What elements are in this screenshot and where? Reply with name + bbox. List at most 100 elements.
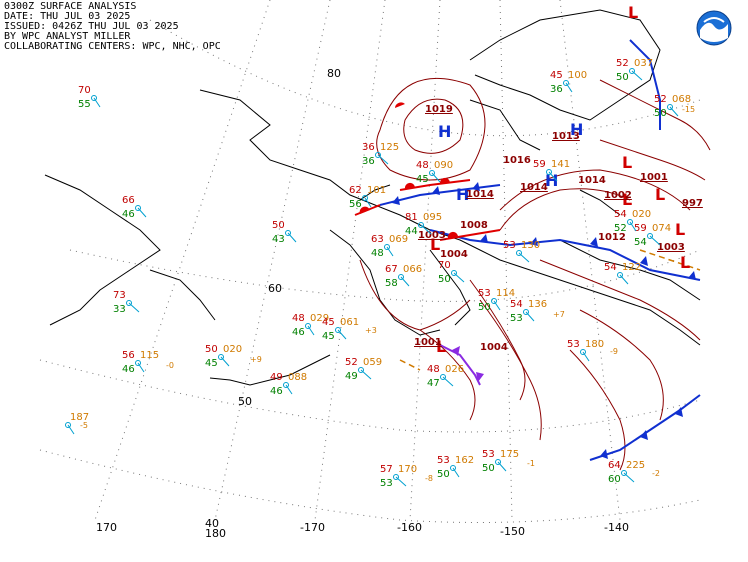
wind-barb bbox=[93, 97, 101, 108]
station-circle bbox=[375, 152, 381, 158]
station-model: 62 56 101 bbox=[349, 185, 386, 210]
dewpoint: 48 bbox=[371, 248, 384, 259]
station-model: 57 53 170 bbox=[380, 464, 417, 489]
temperature: 63 bbox=[371, 234, 384, 245]
tendency: -8 bbox=[425, 474, 433, 483]
pressure-reading: 162 bbox=[455, 455, 474, 466]
pressure-reading: 136 bbox=[528, 299, 547, 310]
lon-label: 180 bbox=[205, 527, 226, 540]
wind-barb bbox=[453, 272, 465, 283]
low-value: 1003 bbox=[657, 242, 685, 253]
header-line-5: COLLABORATING CENTERS: WPC, NHC, OPC bbox=[4, 41, 221, 52]
low-symbol: L bbox=[622, 153, 632, 172]
dewpoint: 45 bbox=[205, 358, 218, 369]
high-value: 1014 bbox=[466, 189, 494, 200]
wind-barb bbox=[629, 221, 637, 232]
pressure-reading: 061 bbox=[340, 317, 359, 328]
occluded-front-marks bbox=[452, 346, 484, 382]
isobars bbox=[359, 77, 711, 471]
pressure-centers: H 1019 H 1014 H 1013 H 1014 L 1003 L 100… bbox=[414, 3, 703, 356]
station-circle bbox=[516, 250, 522, 256]
temperature: 67 bbox=[385, 264, 398, 275]
wind-barb bbox=[400, 276, 410, 287]
station-model: 50 45 020 bbox=[205, 344, 242, 369]
station-circle bbox=[491, 298, 497, 304]
dewpoint: 53 bbox=[510, 313, 523, 324]
station-model: 63 48 069 bbox=[371, 234, 408, 259]
pressure-reading: 020 bbox=[223, 344, 242, 355]
dewpoint: 58 bbox=[385, 278, 398, 289]
temperature: 45 bbox=[550, 70, 563, 81]
wind-barb bbox=[649, 235, 661, 246]
temperature: 50 bbox=[272, 220, 285, 231]
low-value: 997 bbox=[682, 198, 703, 209]
pressure-reading: 074 bbox=[652, 223, 671, 234]
tendency: -2 bbox=[652, 469, 660, 478]
station-circle bbox=[65, 422, 71, 428]
pressure-reading: 069 bbox=[389, 234, 408, 245]
pressure-reading: 122 bbox=[622, 262, 641, 273]
wind-barb bbox=[364, 197, 372, 208]
isobar-labels: 1016 1014 1004 1008 1004 1012 bbox=[440, 155, 626, 353]
station-model: 59 141 bbox=[533, 159, 570, 182]
pressure-reading: 225 bbox=[626, 460, 645, 471]
station-circle bbox=[667, 104, 673, 110]
temperature: 49 bbox=[270, 372, 283, 383]
wind-barb bbox=[442, 376, 454, 387]
lat-label: 60 bbox=[268, 282, 282, 295]
station-model: 53 180 bbox=[567, 339, 604, 362]
pressure-reading: 088 bbox=[288, 372, 307, 383]
dewpoint: 36 bbox=[550, 84, 563, 95]
isobar-label: 1012 bbox=[598, 232, 626, 243]
station-circle bbox=[135, 360, 141, 366]
temperature: 52 bbox=[345, 357, 358, 368]
temperature: 54 bbox=[510, 299, 523, 310]
warm-front-bumps bbox=[359, 102, 458, 238]
dewpoint: 46 bbox=[122, 209, 135, 220]
dewpoint: 33 bbox=[113, 304, 126, 315]
pressure-reading: 066 bbox=[403, 264, 422, 275]
pressure-reading: 026 bbox=[445, 364, 464, 375]
station-circle bbox=[398, 274, 404, 280]
station-model: 54 52 020 bbox=[614, 209, 651, 234]
tendency: -1 bbox=[527, 459, 535, 468]
wind-barb bbox=[548, 171, 558, 182]
isobar-label: 1004 bbox=[480, 342, 508, 353]
pressure-reading: 187 bbox=[70, 412, 89, 423]
wind-barb bbox=[431, 172, 441, 183]
temperature: 57 bbox=[380, 464, 393, 475]
tendency: -5 bbox=[80, 421, 88, 430]
low-symbol: L bbox=[675, 220, 685, 239]
temperature: 66 bbox=[122, 195, 135, 206]
occluded-front bbox=[439, 344, 481, 386]
wind-barb bbox=[525, 311, 535, 322]
tendency: +7 bbox=[553, 310, 565, 319]
pressure-reading: 059 bbox=[363, 357, 382, 368]
station-circle bbox=[305, 323, 311, 329]
pressure-reading: 090 bbox=[434, 160, 453, 171]
station-model: 49 46 088 bbox=[270, 372, 307, 397]
dewpoint: 46 bbox=[122, 364, 135, 375]
station-circle bbox=[647, 233, 653, 239]
tendency: -15 bbox=[682, 105, 695, 114]
station-circle bbox=[384, 244, 390, 250]
station-circle bbox=[627, 219, 633, 225]
dewpoint: 50 bbox=[478, 302, 491, 313]
isobar-label: 1004 bbox=[440, 249, 468, 260]
graticule bbox=[39, 0, 701, 523]
station-circle bbox=[393, 474, 399, 480]
header-line-3: ISSUED: 0426Z THU JUL 03 2025 bbox=[4, 21, 179, 32]
dewpoint: 52 bbox=[614, 223, 627, 234]
wind-barb bbox=[623, 472, 635, 483]
temperature: 70 bbox=[78, 85, 91, 96]
wind-barb bbox=[518, 252, 530, 263]
wind-barb bbox=[669, 106, 679, 117]
pressure-reading: 175 bbox=[500, 449, 519, 460]
station-model: 54 53 136 bbox=[510, 299, 547, 324]
wind-barb bbox=[395, 476, 407, 487]
temperature: 59 bbox=[634, 223, 647, 234]
high-symbol: H bbox=[456, 185, 469, 204]
header-line-1: 0300Z SURFACE ANALYSIS bbox=[4, 1, 137, 12]
